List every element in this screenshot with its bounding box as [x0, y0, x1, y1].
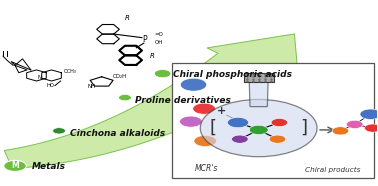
- Circle shape: [53, 128, 65, 134]
- Text: R: R: [149, 53, 154, 59]
- Text: =O: =O: [154, 32, 163, 37]
- Text: ]: ]: [301, 119, 307, 137]
- Polygon shape: [249, 82, 268, 107]
- Text: OCH₃: OCH₃: [64, 69, 76, 74]
- Circle shape: [364, 124, 378, 132]
- Circle shape: [180, 116, 202, 127]
- Text: R: R: [125, 15, 130, 21]
- Circle shape: [232, 135, 248, 143]
- Text: +: +: [217, 106, 226, 116]
- Polygon shape: [4, 34, 299, 169]
- Circle shape: [193, 103, 215, 114]
- Text: OH: OH: [154, 39, 163, 44]
- Text: Cinchona alkaloids: Cinchona alkaloids: [70, 129, 165, 138]
- Circle shape: [119, 94, 132, 101]
- Text: NH: NH: [87, 84, 96, 89]
- Text: Chiral phosphoric acids: Chiral phosphoric acids: [173, 70, 292, 79]
- Circle shape: [228, 117, 248, 128]
- Text: HO: HO: [46, 83, 54, 88]
- Circle shape: [200, 100, 317, 157]
- Circle shape: [180, 78, 207, 91]
- Circle shape: [269, 135, 286, 143]
- Circle shape: [249, 125, 268, 134]
- Circle shape: [194, 135, 217, 147]
- Text: MCR's: MCR's: [195, 164, 218, 173]
- Text: [: [: [210, 119, 217, 137]
- Circle shape: [154, 70, 171, 78]
- Text: N: N: [37, 75, 42, 80]
- Bar: [172, 63, 373, 178]
- Text: Chiral products: Chiral products: [305, 167, 361, 173]
- Text: Proline derivatives: Proline derivatives: [135, 96, 231, 105]
- Bar: [243, 73, 274, 82]
- Text: P: P: [142, 35, 147, 44]
- Text: CO₂H: CO₂H: [113, 74, 127, 79]
- Circle shape: [271, 118, 288, 127]
- Circle shape: [346, 120, 363, 129]
- Text: M: M: [11, 161, 19, 170]
- Circle shape: [4, 160, 26, 171]
- Text: Metals: Metals: [32, 162, 65, 171]
- Circle shape: [360, 109, 378, 119]
- Circle shape: [332, 127, 349, 135]
